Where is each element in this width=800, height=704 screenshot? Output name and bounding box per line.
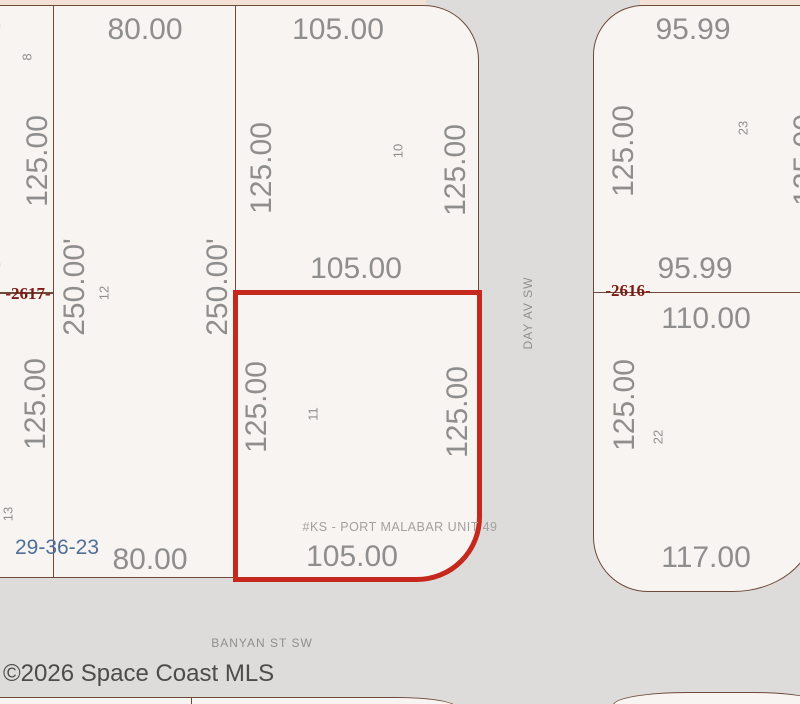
lot-number-22: 22: [650, 429, 666, 445]
top-street-strip-right: [640, 0, 800, 5]
section-township-range-label: 29-36-23: [14, 536, 100, 559]
dimension-label: 80.00: [112, 543, 188, 576]
dimension-label: 125.00: [21, 115, 54, 207]
parcel-block-south-left: [0, 697, 456, 704]
parcel-block-south-right: [613, 692, 800, 704]
dimension-label: 105.00: [306, 540, 398, 573]
dimension-label: 95.99: [657, 252, 733, 285]
parcel-lot-12: [53, 5, 236, 578]
parcel-divider-tick: [191, 698, 192, 704]
dimension-label: 125.00: [441, 366, 474, 458]
highlighted-parcel-lot-11[interactable]: [233, 290, 482, 582]
dimension-label: 125.00: [608, 359, 641, 451]
dimension-label: 250.00': [58, 238, 91, 336]
lot-number-11: 11: [305, 407, 321, 421]
lot-number-8: 8: [19, 53, 35, 61]
dimension-label: 80.00: [107, 13, 183, 46]
copyright-label: ©2026 Space Coast MLS: [3, 660, 275, 687]
dimension-label: 250.00': [201, 238, 234, 336]
dimension-label: 105.00: [310, 252, 402, 285]
dimension-label: 110.00: [661, 302, 751, 335]
block-id-2617: -2617-: [5, 284, 51, 303]
dimension-label: 125.00: [607, 105, 640, 197]
dimension-label: 105.00: [292, 13, 384, 46]
parcel-block-2616: [593, 5, 800, 592]
dimension-label: 125.00: [240, 361, 273, 453]
lot-number-13: 13: [0, 506, 16, 522]
parcel-lot-13: [0, 293, 54, 578]
dimension-label: 95.99: [655, 13, 731, 46]
lot-number-12: 12: [96, 285, 112, 301]
block-id-2616: -2616-: [605, 281, 651, 300]
top-street-strip-left: [0, 0, 426, 5]
dimension-label: 125.00: [439, 124, 472, 216]
dimension-label: 125.00: [19, 358, 52, 450]
plat-reference-label: #KS - PORT MALABAR UNIT 49: [302, 520, 498, 534]
lot-number-10: 10: [390, 143, 406, 159]
dimension-label: 125.00: [245, 122, 278, 214]
dimension-label: 117.00: [661, 541, 751, 574]
street-label-banyan-st-sw: BANYAN ST SW: [211, 636, 313, 650]
street-label-day-av-sw: DAY AV SW: [521, 276, 535, 350]
dimension-label-partial: 0: [0, 249, 1, 283]
dimension-label-partial: 0: [0, 10, 1, 44]
parcel-lot-10: [235, 5, 479, 293]
lot-number-23: 23: [735, 120, 751, 136]
dimension-label: 125.00: [788, 114, 800, 206]
parcel-divider-line: [594, 292, 800, 293]
